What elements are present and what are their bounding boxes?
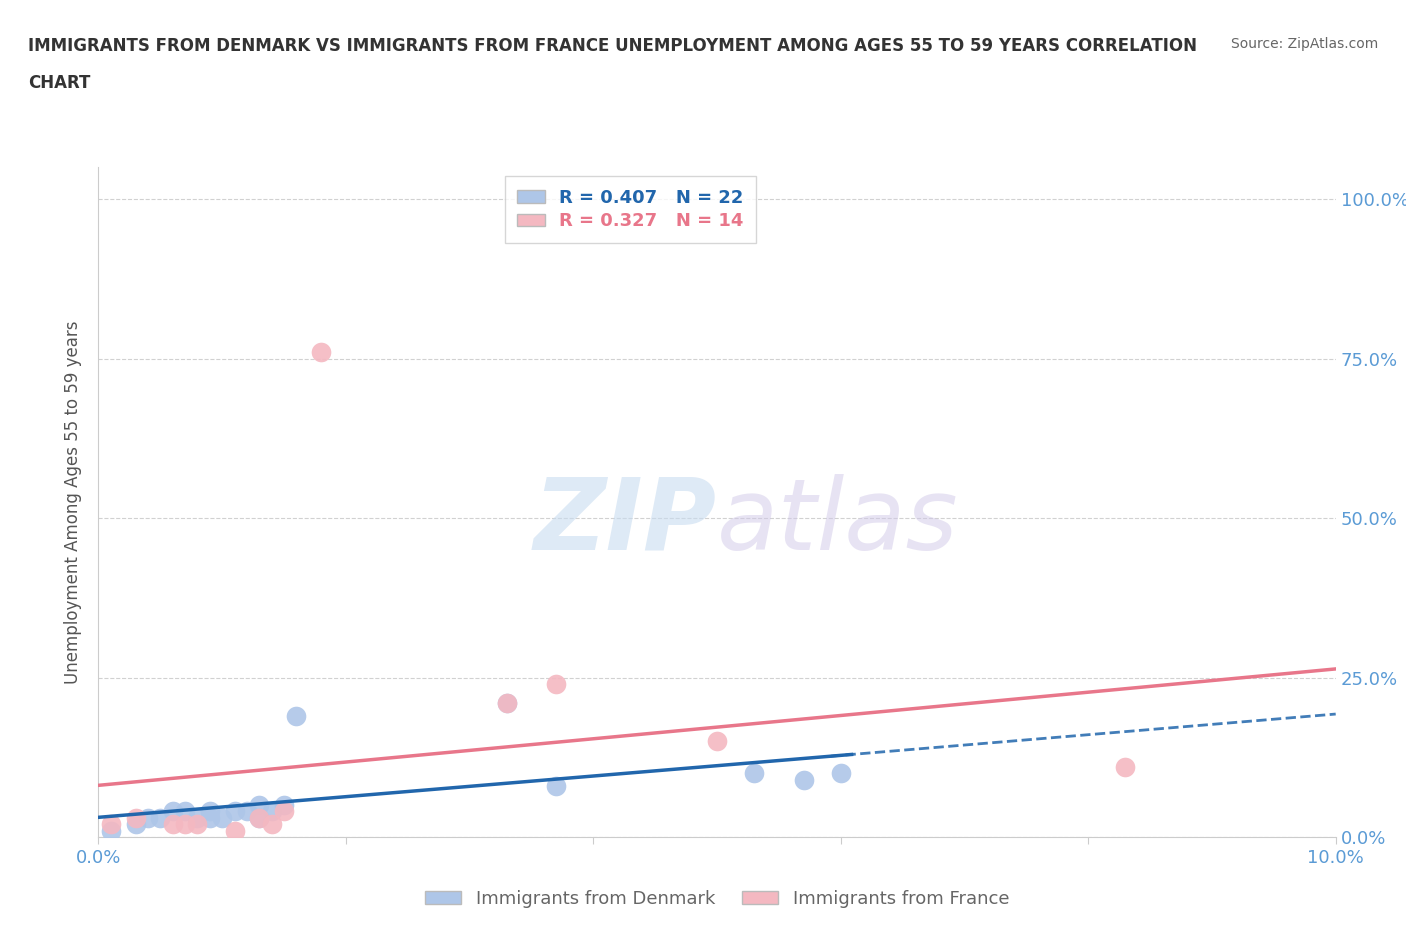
Point xyxy=(198,804,221,819)
Point xyxy=(273,798,295,813)
Point xyxy=(186,817,208,831)
Point xyxy=(236,804,259,819)
Point xyxy=(224,823,246,838)
Point xyxy=(124,817,146,831)
Point xyxy=(309,345,332,360)
Point xyxy=(136,810,159,825)
Text: IMMIGRANTS FROM DENMARK VS IMMIGRANTS FROM FRANCE UNEMPLOYMENT AMONG AGES 55 TO : IMMIGRANTS FROM DENMARK VS IMMIGRANTS FR… xyxy=(28,37,1197,55)
Legend: Immigrants from Denmark, Immigrants from France: Immigrants from Denmark, Immigrants from… xyxy=(418,883,1017,915)
Point xyxy=(742,765,765,780)
Point xyxy=(495,696,517,711)
Text: ZIP: ZIP xyxy=(534,473,717,571)
Point xyxy=(224,804,246,819)
Point xyxy=(260,804,283,819)
Point xyxy=(124,810,146,825)
Point xyxy=(793,772,815,787)
Point xyxy=(162,804,184,819)
Text: Source: ZipAtlas.com: Source: ZipAtlas.com xyxy=(1230,37,1378,51)
Text: CHART: CHART xyxy=(28,74,90,92)
Point xyxy=(174,804,197,819)
Text: atlas: atlas xyxy=(717,473,959,571)
Point xyxy=(247,798,270,813)
Point xyxy=(285,709,308,724)
Point xyxy=(186,810,208,825)
Point xyxy=(546,778,568,793)
Point xyxy=(546,676,568,691)
Point xyxy=(495,696,517,711)
Point xyxy=(174,817,197,831)
Point xyxy=(706,734,728,749)
Point xyxy=(247,810,270,825)
Point xyxy=(100,823,122,838)
Point xyxy=(162,817,184,831)
Point xyxy=(247,810,270,825)
Point xyxy=(830,765,852,780)
Point xyxy=(149,810,172,825)
Y-axis label: Unemployment Among Ages 55 to 59 years: Unemployment Among Ages 55 to 59 years xyxy=(65,321,83,684)
Point xyxy=(260,817,283,831)
Point xyxy=(273,804,295,819)
Point xyxy=(100,817,122,831)
Point xyxy=(211,810,233,825)
Point xyxy=(1114,760,1136,775)
Point xyxy=(198,810,221,825)
